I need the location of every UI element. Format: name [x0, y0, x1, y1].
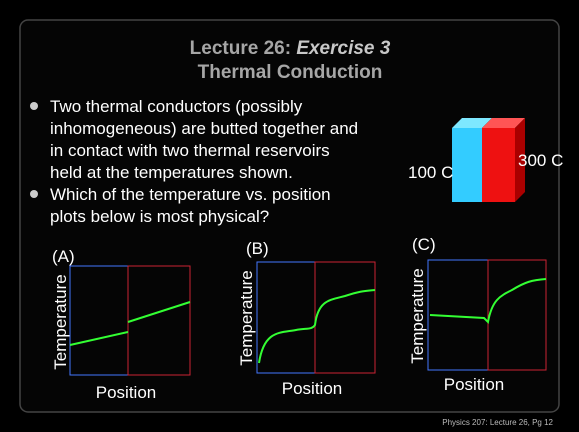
plot-box-right: [487, 259, 547, 371]
plot-label: (A): [52, 247, 75, 266]
curve: [258, 289, 376, 364]
block-side: [515, 118, 525, 202]
bullet-text: inhomogeneous) are butted together and: [50, 119, 358, 138]
bullet-dot: [30, 190, 38, 198]
y-label: Temperature: [408, 268, 427, 363]
y-label: Temperature: [51, 274, 70, 369]
bullet-text: Two thermal conductors (possibly: [50, 97, 303, 116]
y-label: Temperature: [237, 270, 256, 365]
reservoir-label: 100 C: [408, 163, 453, 182]
plot-label: (C): [412, 235, 436, 254]
bullet-text: Which of the temperature vs. position: [50, 185, 331, 204]
title: Lecture 26: Exercise 3: [190, 38, 391, 59]
block-cold: [452, 128, 482, 202]
block-top: [452, 118, 492, 128]
reservoir-label: 300 C: [518, 151, 563, 170]
bullet-dot: [30, 102, 38, 110]
curve: [69, 301, 191, 346]
x-label: Position: [282, 379, 342, 398]
x-label: Position: [96, 383, 156, 402]
bullet-text: held at the temperatures shown.: [50, 163, 293, 182]
block-top: [482, 118, 525, 128]
plot-box-right: [127, 265, 191, 376]
curve: [429, 278, 547, 325]
block-hot: [482, 128, 515, 202]
footer: Physics 207: Lecture 26, Pg 12: [442, 418, 553, 427]
bullet-text: in contact with two thermal reservoirs: [50, 141, 330, 160]
x-label: Position: [444, 375, 504, 394]
title-line2: Thermal Conduction: [198, 62, 383, 83]
title-emphasis: Exercise 3: [296, 38, 390, 59]
plot-label: (B): [246, 239, 269, 258]
bullet-text: plots below is most physical?: [50, 207, 269, 226]
plot-box-right: [314, 261, 376, 374]
title-prefix: Lecture 26:: [190, 38, 297, 59]
